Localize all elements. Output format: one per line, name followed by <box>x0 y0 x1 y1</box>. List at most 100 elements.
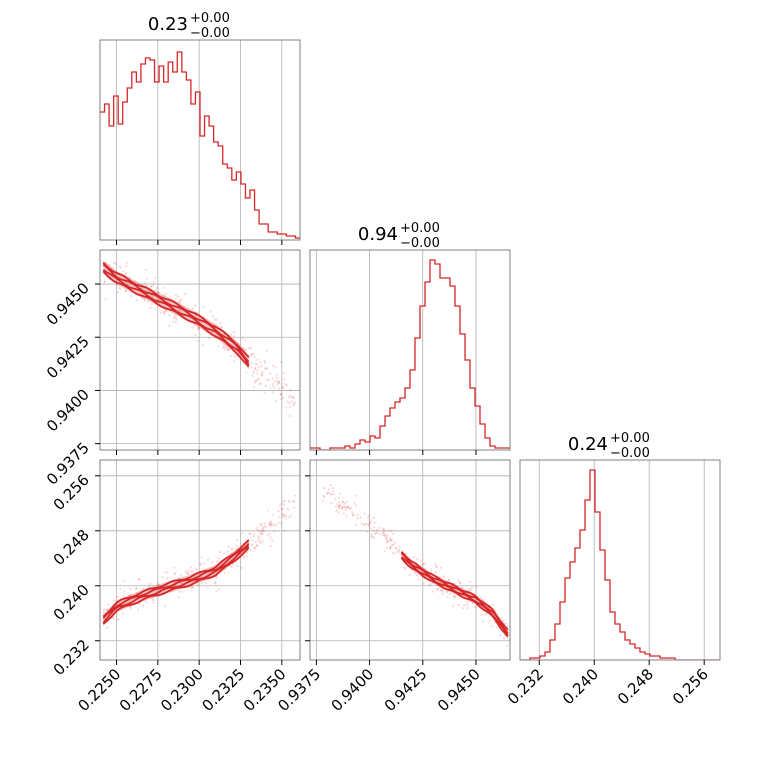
sample-point <box>481 620 485 623</box>
histogram-bin <box>580 530 585 660</box>
sample-point <box>270 523 273 526</box>
sample-point <box>134 280 137 283</box>
sample-point <box>199 563 202 567</box>
sample-point <box>369 521 372 524</box>
sample-point <box>103 608 106 612</box>
sample-point <box>197 327 201 330</box>
sample-point <box>173 573 176 576</box>
histogram-bin <box>645 654 650 660</box>
sample-point <box>194 333 197 336</box>
sample-point <box>251 374 254 377</box>
sample-point <box>245 555 248 558</box>
sample-point <box>256 378 259 381</box>
sample-point <box>173 566 176 569</box>
sample-point <box>178 309 182 312</box>
sample-point <box>383 534 386 537</box>
sample-point <box>174 297 177 300</box>
sample-point <box>368 523 371 526</box>
sample-point <box>231 563 235 566</box>
sample-point <box>196 339 199 343</box>
sample-point <box>440 589 443 592</box>
sample-point <box>281 382 284 385</box>
histogram-bin <box>410 370 415 450</box>
sample-point <box>266 367 269 370</box>
sample-point <box>341 506 344 509</box>
x-tick-label-p3: 0.240 <box>559 665 602 708</box>
sample-point <box>116 595 119 599</box>
sample-point <box>359 516 362 519</box>
sample-point <box>264 526 267 529</box>
sample-point <box>114 262 117 265</box>
sample-point <box>144 281 147 285</box>
histogram-bin <box>277 234 282 240</box>
sample-point <box>142 604 145 607</box>
sample-point <box>241 337 244 340</box>
sample-point <box>273 386 276 390</box>
sample-point <box>145 601 148 604</box>
sample-point <box>269 536 272 539</box>
sample-point <box>257 366 260 369</box>
sample-point <box>338 503 341 506</box>
sample-point <box>355 504 358 507</box>
sample-point <box>439 566 442 569</box>
histogram-bin <box>460 334 465 450</box>
histogram-bin <box>485 438 490 450</box>
sample-point <box>468 580 471 584</box>
sample-point <box>284 517 287 520</box>
histogram-bin <box>164 82 169 240</box>
sample-point <box>152 284 155 287</box>
sample-point <box>190 569 193 573</box>
sample-point <box>281 396 284 399</box>
sample-point <box>190 586 193 589</box>
sample-point <box>151 295 154 298</box>
sample-point <box>174 294 177 297</box>
histogram-bin <box>440 278 445 450</box>
sample-point <box>281 507 284 510</box>
sample-point <box>267 378 270 381</box>
sample-point <box>269 520 273 523</box>
sample-point <box>124 289 127 292</box>
sample-point <box>250 362 253 365</box>
sample-point <box>323 486 326 490</box>
sample-point <box>289 388 292 392</box>
sample-point <box>461 607 465 610</box>
sample-point <box>263 361 267 364</box>
sample-point <box>253 546 256 549</box>
histogram-bin <box>100 112 105 240</box>
sample-point <box>118 275 121 278</box>
sample-point <box>459 581 462 584</box>
sample-point <box>168 324 171 327</box>
sample-point <box>389 547 392 550</box>
sample-point <box>421 563 424 566</box>
histogram-bin <box>205 116 210 240</box>
sample-point <box>436 587 439 591</box>
sample-point <box>273 522 276 525</box>
sample-point <box>253 368 257 371</box>
sample-point <box>259 523 262 526</box>
sample-point <box>256 528 259 532</box>
sample-point <box>370 535 373 538</box>
y-tick-label-p3: 0.248 <box>50 526 93 569</box>
sample-point <box>260 529 263 532</box>
sample-point <box>193 324 196 327</box>
sample-point <box>458 581 461 585</box>
panel-title-plus: +0.00 <box>400 221 440 236</box>
sample-point <box>196 326 200 329</box>
histogram-bin <box>273 232 278 240</box>
sample-point <box>366 523 370 526</box>
sample-point <box>195 568 199 571</box>
histogram-bin <box>127 88 132 240</box>
sample-point <box>163 311 166 314</box>
sample-point <box>162 286 165 289</box>
sample-point <box>117 617 120 621</box>
sample-point <box>260 523 263 527</box>
density-contour <box>400 552 509 634</box>
sample-point <box>387 529 391 532</box>
sample-point <box>453 595 456 598</box>
panel-hist-p2: 0.94 +0.00−0.00 <box>309 221 511 455</box>
sample-point <box>277 381 281 385</box>
sample-point <box>367 514 370 517</box>
sample-point <box>227 545 230 548</box>
sample-point <box>151 597 154 600</box>
sample-point <box>423 562 427 565</box>
